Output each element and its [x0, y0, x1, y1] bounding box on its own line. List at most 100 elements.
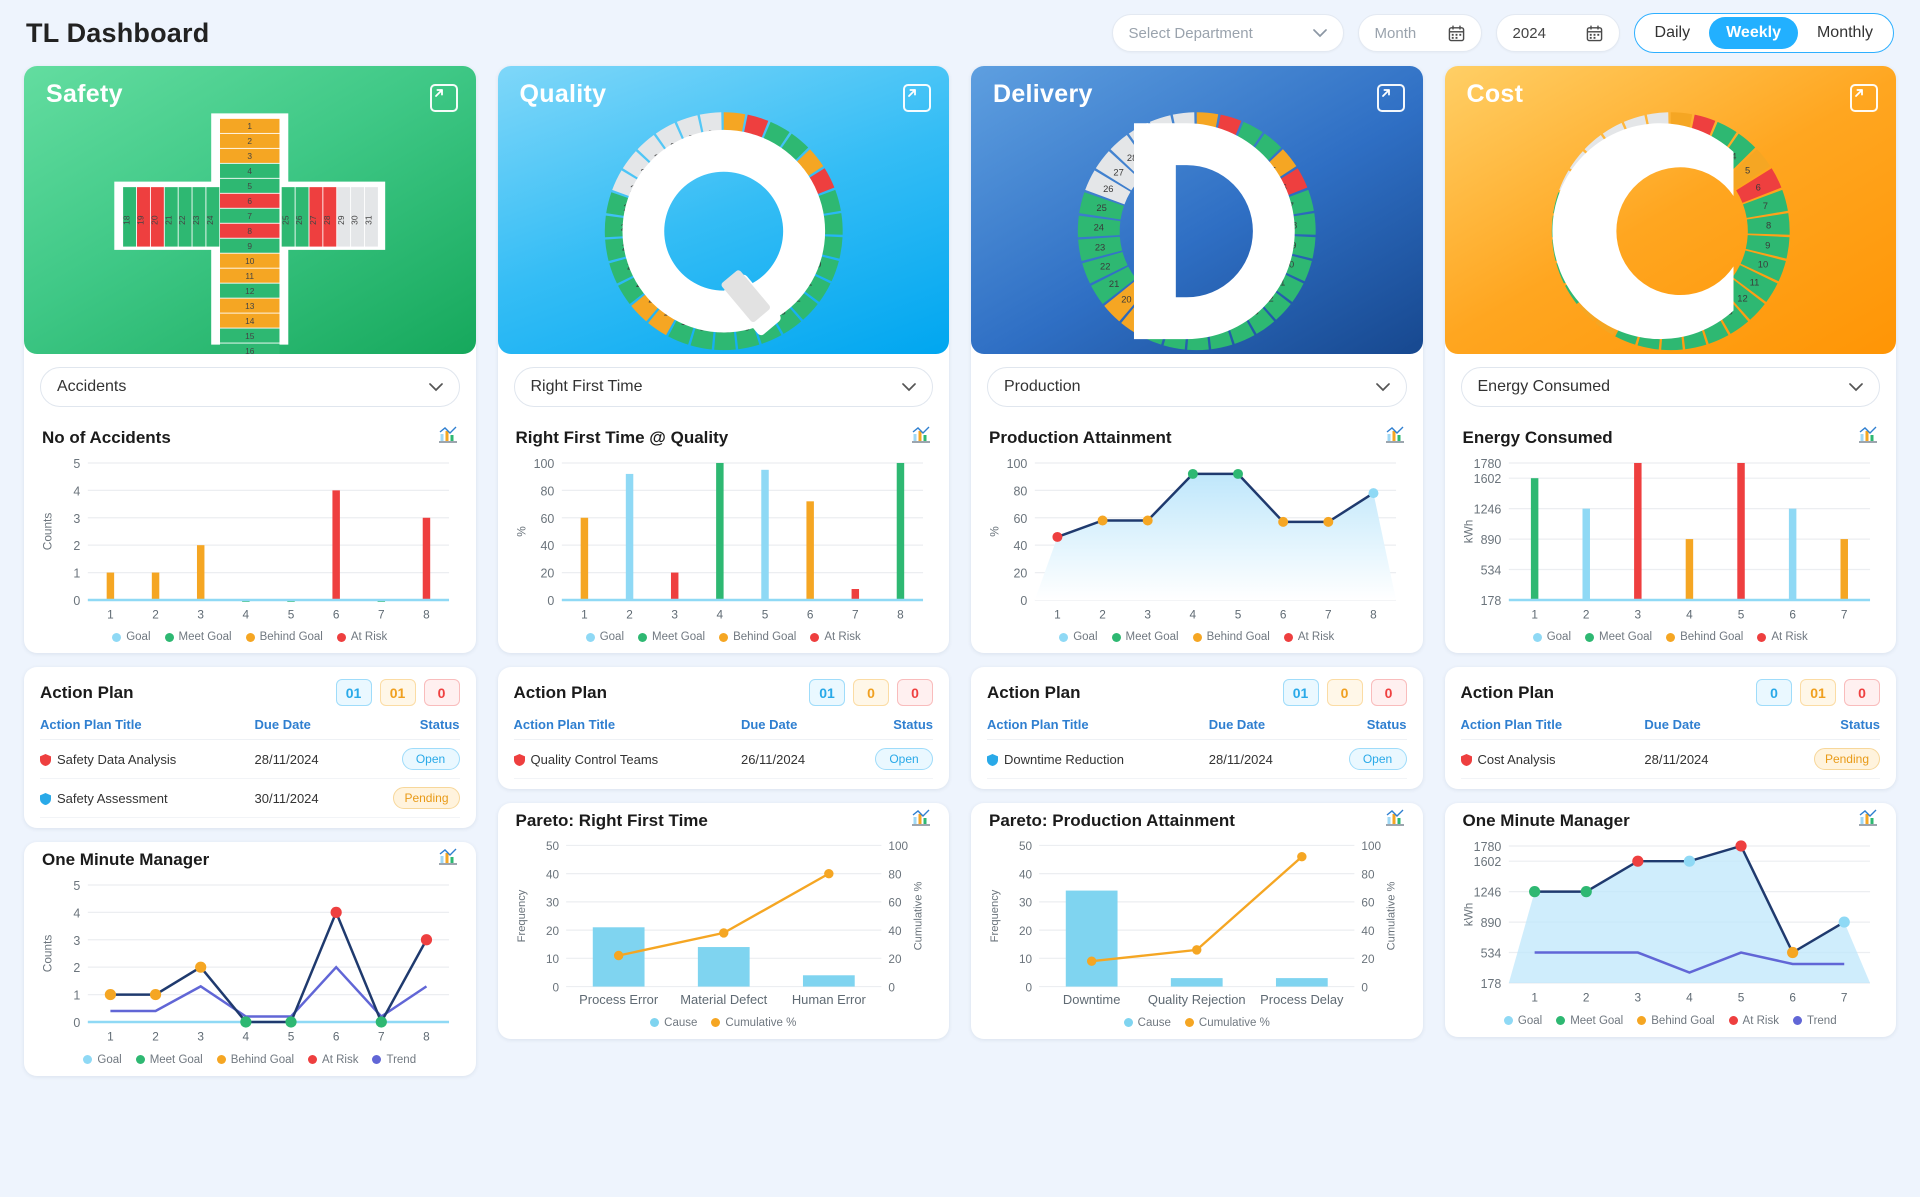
- due-date-cell: 28/11/2024: [1208, 739, 1313, 780]
- year-picker[interactable]: 2024: [1495, 14, 1620, 52]
- card-delivery-action-plan: Action Plan 01 0 0 Action Plan Title Due D…: [971, 667, 1423, 790]
- count-badge-pend[interactable]: 0: [853, 679, 889, 707]
- svg-text:20: 20: [1121, 295, 1131, 305]
- metric-select-cost[interactable]: Energy Consumed: [1460, 367, 1880, 407]
- svg-text:6: 6: [247, 196, 252, 206]
- chart-title: No of Accidents: [42, 427, 171, 447]
- table-row[interactable]: Cost Analysis 28/11/2024 Pending: [1460, 739, 1880, 780]
- period-option-monthly[interactable]: Monthly: [1816, 24, 1873, 41]
- chart-toggle-icon[interactable]: [1858, 809, 1878, 827]
- svg-text:2: 2: [1582, 991, 1589, 1005]
- legend-item: Meet Goal: [1556, 1015, 1623, 1027]
- svg-text:890: 890: [1480, 533, 1501, 547]
- chart-type-toggle[interactable]: [1858, 426, 1878, 449]
- status-cell: Pending: [1760, 739, 1880, 780]
- svg-text:0: 0: [547, 594, 554, 608]
- count-badge-over[interactable]: 0: [897, 679, 933, 707]
- chart-toggle-icon[interactable]: [1385, 426, 1405, 444]
- chart-type-toggle[interactable]: [1385, 426, 1405, 449]
- svg-text:6: 6: [806, 608, 813, 622]
- count-badge-open[interactable]: 01: [335, 679, 372, 707]
- action-plan-table: Action Plan Title Due Date Status Cost A…: [1460, 714, 1880, 780]
- status-cell: Pending: [355, 778, 460, 819]
- svg-text:100: 100: [888, 840, 908, 853]
- expand-icon[interactable]: [429, 84, 458, 112]
- chart-legend: Goal Meet Goal Behind Goal At Risk: [1459, 627, 1883, 643]
- svg-text:20: 20: [1014, 567, 1028, 581]
- chart-toggle-icon[interactable]: [911, 426, 931, 444]
- count-badge-over[interactable]: 0: [1370, 679, 1407, 707]
- chart-type-toggle[interactable]: [438, 848, 458, 871]
- legend-label: Behind Goal: [230, 1053, 295, 1066]
- chart-type-toggle[interactable]: [911, 426, 931, 449]
- legend-swatch: [1556, 1016, 1566, 1026]
- count-badge-pend[interactable]: 01: [379, 679, 416, 707]
- svg-text:8: 8: [423, 1030, 430, 1044]
- table-row[interactable]: Downtime Reduction 28/11/2024 Open: [987, 739, 1407, 780]
- chevron-down-icon: [1375, 382, 1390, 391]
- chart-type-toggle[interactable]: [1858, 809, 1878, 832]
- table-row[interactable]: Quality Control Teams 26/11/2024 Open: [513, 739, 933, 780]
- department-select[interactable]: Select Department: [1111, 14, 1344, 52]
- metric-select-quality[interactable]: Right First Time: [513, 367, 933, 407]
- chart-block: Pareto: Production Attainment 0 10 20 30 40 5…: [971, 803, 1423, 1038]
- period-option-daily[interactable]: Daily: [1654, 24, 1691, 41]
- chart-toggle-icon[interactable]: [911, 809, 931, 827]
- month-picker[interactable]: Month: [1357, 14, 1482, 52]
- svg-text:31: 31: [364, 215, 374, 225]
- legend-item: Cause: [1123, 1017, 1171, 1029]
- svg-text:7: 7: [1840, 608, 1847, 622]
- col-header-title: Action Plan Title: [1460, 714, 1645, 741]
- legend-label: At Risk: [1742, 1014, 1779, 1027]
- status-badge: Open: [1348, 748, 1407, 771]
- count-badge-pend[interactable]: 0: [1326, 679, 1363, 707]
- svg-text:5: 5: [1745, 166, 1750, 176]
- count-badge-open[interactable]: 01: [809, 679, 845, 707]
- count-badge-open[interactable]: 01: [1282, 679, 1319, 707]
- svg-text:5: 5: [1737, 608, 1744, 622]
- svg-text:100: 100: [533, 457, 554, 471]
- metric-select-delivery[interactable]: Production: [987, 367, 1407, 407]
- chart-type-toggle[interactable]: [438, 426, 458, 449]
- count-badge-pend[interactable]: 01: [1800, 679, 1836, 707]
- expand-icon[interactable]: [903, 84, 931, 112]
- svg-text:6: 6: [1789, 991, 1796, 1005]
- calendar-icon: [1448, 25, 1464, 41]
- svg-text:1: 1: [107, 1030, 114, 1044]
- expand-icon[interactable]: [1376, 84, 1405, 112]
- legend-label: Goal: [1517, 1014, 1543, 1027]
- chart-type-toggle[interactable]: [1385, 809, 1405, 832]
- svg-text:4: 4: [1190, 608, 1197, 622]
- chart-toggle-icon[interactable]: [438, 426, 458, 444]
- count-badge-over[interactable]: 0: [1844, 679, 1880, 707]
- table-row[interactable]: Safety Data Analysis 28/11/2024 Open: [40, 739, 460, 780]
- legend-label: Trend: [1806, 1014, 1837, 1027]
- chart-toggle-icon[interactable]: [1858, 426, 1878, 444]
- period-option-weekly[interactable]: Weekly: [1709, 17, 1798, 49]
- chevron-down-icon: [428, 382, 443, 391]
- expand-icon[interactable]: [1850, 84, 1878, 112]
- chart-plot: 178 534 890 1246 1602 1780 kWh 1 2 3 4 5 6 7: [1459, 836, 1883, 1010]
- count-badge-over[interactable]: 0: [423, 679, 460, 707]
- svg-text:20: 20: [1361, 953, 1375, 966]
- chart-toggle-icon[interactable]: [1385, 809, 1405, 827]
- table-row[interactable]: Safety Assessment 30/11/2024 Pending: [40, 778, 460, 819]
- chart-title: One Minute Manager: [42, 849, 210, 869]
- top-bar: TL Dashboard Select Department Month 202…: [0, 0, 1920, 66]
- top-bar-controls: Select Department Month 2024: [1111, 13, 1894, 53]
- legend-item: Cumulative %: [711, 1017, 796, 1029]
- legend-label: Meet Goal: [178, 631, 232, 644]
- svg-text:21: 21: [163, 215, 173, 225]
- legend-swatch: [308, 1055, 318, 1065]
- action-plan-title-cell: Cost Analysis: [1460, 739, 1645, 780]
- metric-select-safety[interactable]: Accidents: [40, 367, 460, 407]
- table-header-row: Action Plan Title Due Date Status: [513, 714, 933, 741]
- svg-text:14: 14: [245, 316, 255, 326]
- period-toggle[interactable]: Daily Weekly Monthly: [1633, 13, 1894, 53]
- legend-item: Behind Goal: [1637, 1015, 1715, 1027]
- svg-text:21: 21: [1109, 279, 1119, 289]
- chart-type-toggle[interactable]: [911, 809, 931, 832]
- svg-text:5: 5: [73, 457, 80, 471]
- chart-toggle-icon[interactable]: [438, 848, 458, 866]
- count-badge-open[interactable]: 0: [1756, 679, 1792, 707]
